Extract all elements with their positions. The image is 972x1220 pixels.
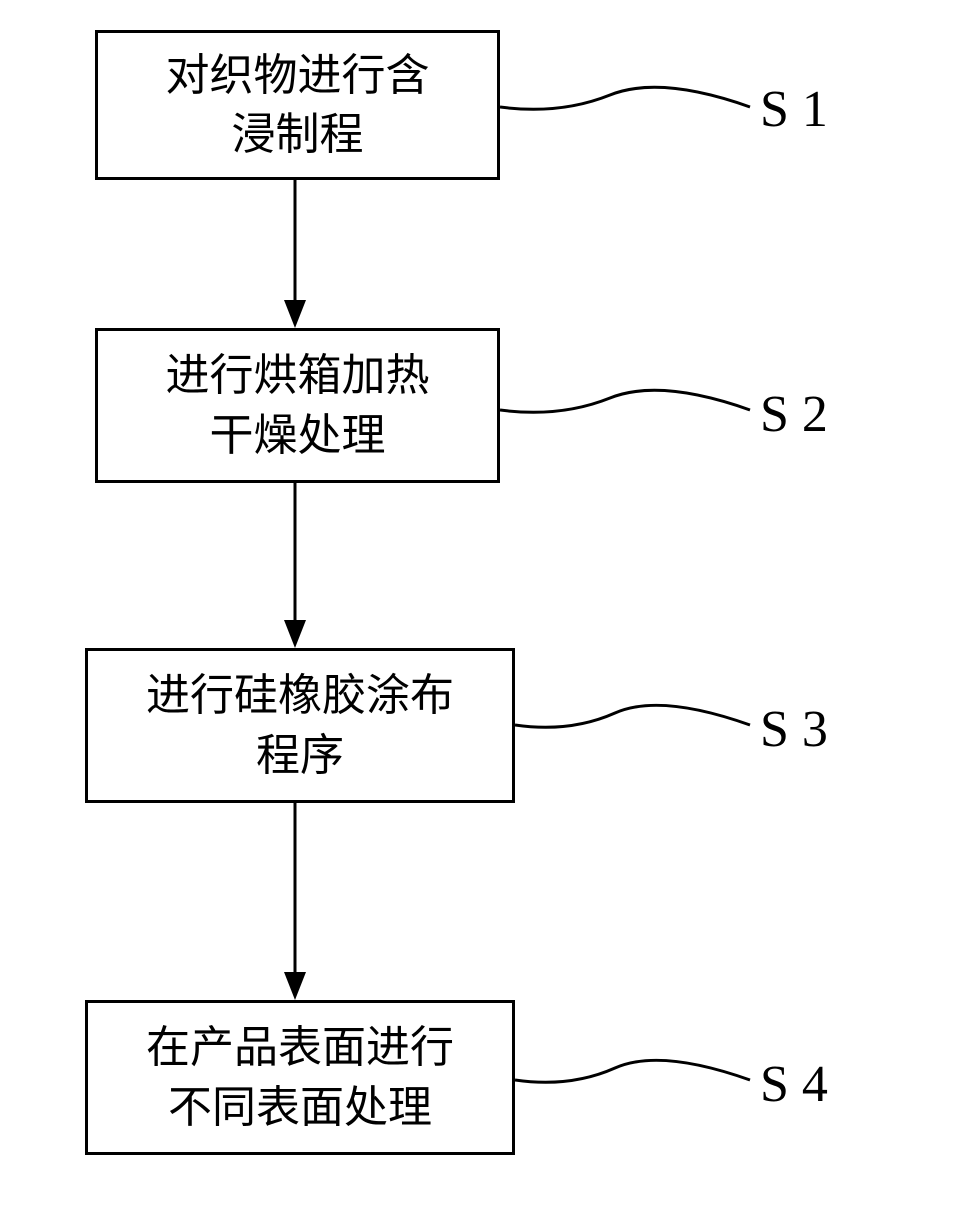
flowchart-container: 对织物进行含 浸制程 S 1 进行烘箱加热 干燥处理 S 2 进行硅橡胶涂布 程… (0, 0, 972, 1220)
arrow-s2-s3 (280, 483, 310, 650)
arrow-s3-s4 (280, 803, 310, 1002)
connector-s2 (500, 378, 755, 438)
label-s4: S 4 (760, 1055, 828, 1114)
process-box-s2: 进行烘箱加热 干燥处理 (95, 328, 500, 483)
label-s3: S 3 (760, 700, 828, 759)
connector-s3 (515, 693, 755, 753)
arrow-s1-s2 (280, 180, 310, 330)
process-text-s3: 进行硅橡胶涂布 程序 (146, 666, 454, 785)
process-text-s1: 对织物进行含 浸制程 (166, 46, 430, 165)
process-box-s3: 进行硅橡胶涂布 程序 (85, 648, 515, 803)
process-box-s1: 对织物进行含 浸制程 (95, 30, 500, 180)
label-s2: S 2 (760, 385, 828, 444)
label-s1: S 1 (760, 80, 828, 139)
process-text-s2: 进行烘箱加热 干燥处理 (166, 346, 430, 465)
process-box-s4: 在产品表面进行 不同表面处理 (85, 1000, 515, 1155)
connector-s1 (500, 75, 755, 135)
process-text-s4: 在产品表面进行 不同表面处理 (146, 1018, 454, 1137)
connector-s4 (515, 1048, 755, 1108)
